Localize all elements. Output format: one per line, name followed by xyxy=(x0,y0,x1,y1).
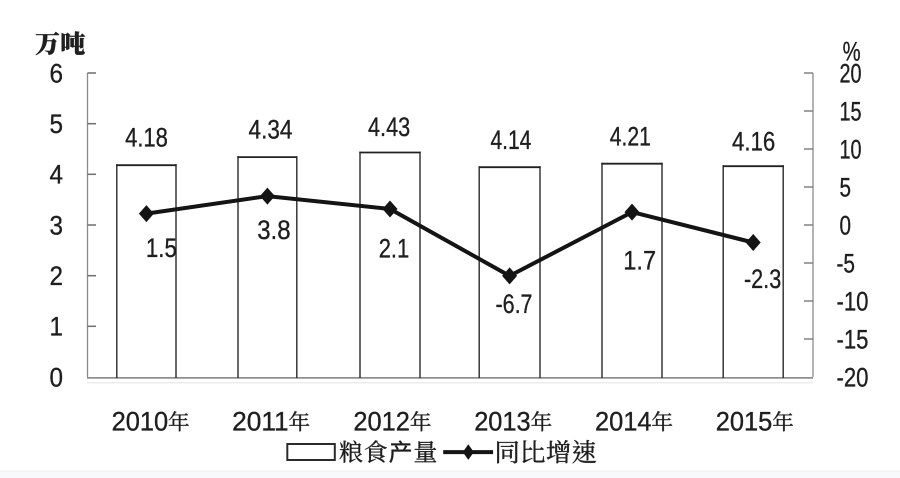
svg-text:1.5: 1.5 xyxy=(146,233,177,263)
svg-text:4.43: 4.43 xyxy=(368,112,410,142)
svg-text:4.21: 4.21 xyxy=(610,121,651,151)
svg-text:-2.3: -2.3 xyxy=(744,264,781,294)
svg-text:2: 2 xyxy=(50,261,64,291)
svg-text:-15: -15 xyxy=(837,324,869,354)
svg-text:5: 5 xyxy=(840,172,852,202)
svg-text:10: 10 xyxy=(840,134,862,164)
svg-text:0: 0 xyxy=(50,362,64,392)
svg-text:2013: 2013 xyxy=(474,407,531,437)
svg-text:4.16: 4.16 xyxy=(732,127,775,157)
svg-text:20: 20 xyxy=(840,58,862,88)
svg-text:-6.7: -6.7 xyxy=(496,289,533,319)
svg-text:2010: 2010 xyxy=(112,407,169,437)
svg-text:2.1: 2.1 xyxy=(379,233,410,263)
svg-text:15: 15 xyxy=(840,96,862,126)
svg-text:2012: 2012 xyxy=(353,407,410,437)
svg-text:2011: 2011 xyxy=(232,407,289,437)
svg-text:%: % xyxy=(843,37,861,67)
svg-text:-10: -10 xyxy=(837,286,869,316)
svg-text:1: 1 xyxy=(50,312,64,342)
svg-text:3: 3 xyxy=(50,210,64,240)
svg-text:3.8: 3.8 xyxy=(257,215,290,245)
svg-text:0: 0 xyxy=(840,210,852,240)
svg-text:4: 4 xyxy=(50,160,64,190)
svg-text:5: 5 xyxy=(50,109,64,139)
svg-text:6: 6 xyxy=(50,58,64,88)
svg-text:-20: -20 xyxy=(837,362,869,392)
svg-text:4.18: 4.18 xyxy=(125,123,168,153)
svg-text:2014: 2014 xyxy=(595,407,652,437)
svg-text:2015: 2015 xyxy=(716,407,773,437)
svg-text:1.7: 1.7 xyxy=(623,246,656,276)
svg-text:4.34: 4.34 xyxy=(249,114,293,144)
svg-text:-5: -5 xyxy=(837,248,856,278)
svg-text:4.14: 4.14 xyxy=(491,125,532,155)
